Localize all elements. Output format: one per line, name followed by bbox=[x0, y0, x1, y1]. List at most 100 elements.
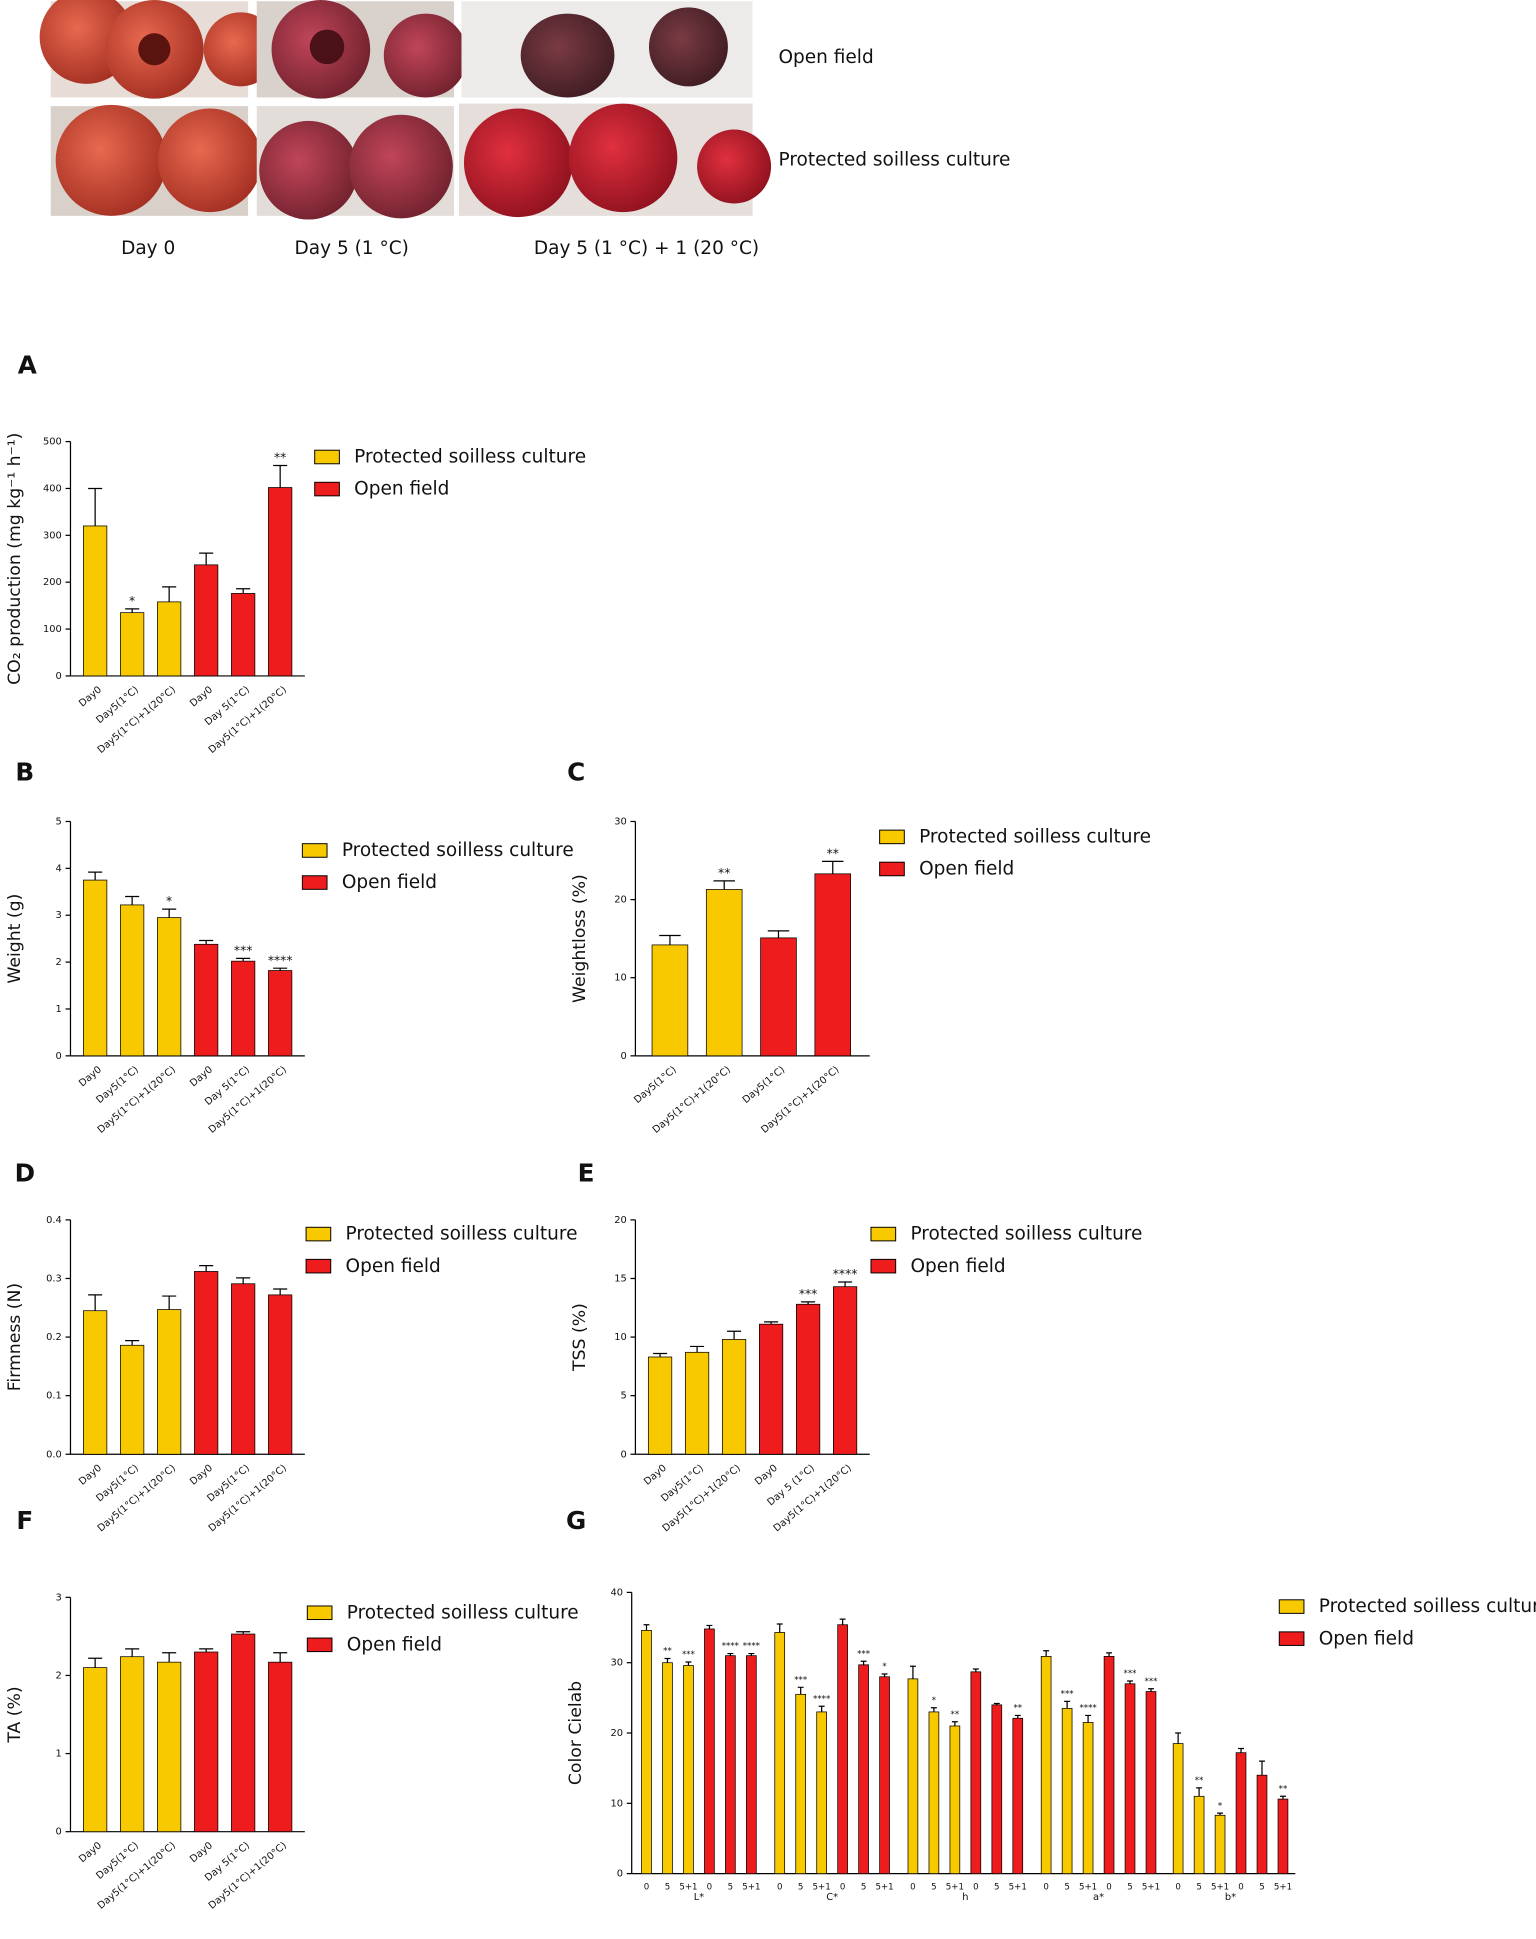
bar bbox=[1214, 1814, 1226, 1874]
bar bbox=[194, 943, 219, 1057]
bar bbox=[725, 1655, 736, 1874]
bar bbox=[833, 1286, 858, 1455]
y-tick-label: 300 bbox=[43, 530, 62, 541]
bar bbox=[83, 525, 108, 677]
bar bbox=[231, 1283, 256, 1455]
error-bar bbox=[1014, 1714, 1021, 1719]
x-tick-label: Day0 bbox=[77, 684, 104, 709]
x-tick-label: 0 bbox=[777, 1883, 783, 1893]
bar bbox=[83, 1667, 108, 1833]
x-tick-label: 5+1 bbox=[1211, 1883, 1229, 1893]
x-tick-label: Day0 bbox=[188, 1064, 215, 1089]
significance-label: **** bbox=[813, 1694, 831, 1704]
legend-swatch bbox=[314, 481, 340, 497]
significance-label: ** bbox=[1013, 1704, 1022, 1714]
error-bar bbox=[767, 930, 790, 938]
bar bbox=[970, 1671, 982, 1874]
error-bar bbox=[88, 871, 103, 881]
y-axis-label: TSS (%) bbox=[570, 1303, 590, 1372]
significance-label: ** bbox=[1279, 1784, 1288, 1794]
bar bbox=[268, 487, 293, 677]
error-bar bbox=[993, 1702, 1000, 1705]
x-tick-label: 5 bbox=[861, 1883, 866, 1893]
error-bar bbox=[951, 1721, 958, 1726]
significance-label: *** bbox=[857, 1649, 871, 1659]
error-bar bbox=[162, 908, 177, 918]
legend-swatch bbox=[879, 829, 905, 845]
error-bar bbox=[199, 939, 214, 945]
error-bar bbox=[818, 1705, 825, 1712]
bar bbox=[157, 1661, 182, 1833]
bar bbox=[705, 889, 743, 1057]
error-bar bbox=[162, 1295, 177, 1310]
bar bbox=[1193, 1795, 1205, 1874]
bar bbox=[231, 960, 256, 1057]
bar bbox=[194, 564, 219, 677]
error-bar bbox=[727, 1330, 742, 1340]
x-tick-label: 5 bbox=[728, 1883, 734, 1893]
bar bbox=[704, 1628, 715, 1874]
x-tick-label: 5+1 bbox=[1079, 1883, 1097, 1893]
significance-label: **** bbox=[268, 953, 293, 967]
photo bbox=[383, 13, 468, 98]
error-bar bbox=[1238, 1747, 1244, 1753]
bar bbox=[194, 1651, 219, 1833]
error-bar bbox=[162, 1652, 177, 1663]
group-label: h bbox=[962, 1892, 968, 1903]
x-tick-label: 5 bbox=[1064, 1883, 1070, 1893]
bar bbox=[1124, 1683, 1136, 1874]
y-tick-label: 0 bbox=[56, 671, 62, 682]
x-tick-label: 5 bbox=[798, 1883, 804, 1893]
panel-letter: D bbox=[15, 1158, 35, 1187]
bar bbox=[157, 917, 182, 1057]
y-axis-label: TA (%) bbox=[5, 1686, 25, 1743]
x-tick-label: Day0 bbox=[188, 1463, 215, 1488]
error-bar bbox=[125, 608, 140, 613]
bar bbox=[837, 1624, 848, 1874]
legend-label: Protected soilless culture bbox=[342, 840, 574, 861]
legend-label: Open field bbox=[910, 1256, 1005, 1277]
error-bar bbox=[690, 1345, 705, 1353]
legend-swatch bbox=[305, 1258, 332, 1274]
panel-letter: A bbox=[18, 350, 37, 379]
y-tick-label: 0.3 bbox=[46, 1273, 62, 1284]
error-bar bbox=[88, 1294, 103, 1311]
x-tick-label: Day5(1°C) bbox=[632, 1064, 679, 1106]
y-tick-label: 20 bbox=[611, 1728, 624, 1739]
panel-letter: C bbox=[567, 757, 585, 786]
error-bar bbox=[88, 487, 103, 526]
y-tick-label: 3 bbox=[56, 1592, 62, 1603]
error-bar bbox=[162, 586, 177, 602]
group-label: b* bbox=[1225, 1892, 1236, 1903]
bar bbox=[120, 1344, 145, 1455]
x-tick-label: 0 bbox=[910, 1883, 915, 1893]
y-tick-label: 4 bbox=[56, 863, 62, 874]
y-axis-label: Firmness (N) bbox=[5, 1283, 25, 1391]
legend-label: Open field bbox=[347, 1634, 442, 1655]
bar bbox=[746, 1655, 757, 1874]
bar bbox=[231, 1633, 256, 1833]
bar bbox=[795, 1303, 821, 1455]
error-bar bbox=[664, 1657, 671, 1663]
x-tick-label: Day0 bbox=[753, 1463, 780, 1488]
y-tick-label: 2 bbox=[56, 957, 62, 968]
significance-label: *** bbox=[799, 1287, 818, 1301]
photo bbox=[648, 7, 728, 87]
bar bbox=[991, 1704, 1003, 1874]
error-bar bbox=[909, 1665, 916, 1679]
error-bar bbox=[801, 1301, 816, 1305]
y-tick-label: 5 bbox=[620, 1391, 626, 1402]
panel-letter: B bbox=[15, 757, 34, 786]
x-tick-label: 0 bbox=[840, 1883, 845, 1893]
group-label: L* bbox=[694, 1892, 704, 1903]
legend-label: Open field bbox=[354, 479, 449, 500]
significance-label: * bbox=[129, 594, 135, 608]
bar bbox=[760, 937, 797, 1057]
y-tick-label: 2 bbox=[56, 1670, 62, 1681]
error-bar bbox=[1217, 1812, 1224, 1816]
photo bbox=[158, 108, 262, 213]
error-bar bbox=[727, 1652, 734, 1656]
x-tick-label: Day0 bbox=[188, 1840, 215, 1865]
bar bbox=[683, 1665, 694, 1874]
